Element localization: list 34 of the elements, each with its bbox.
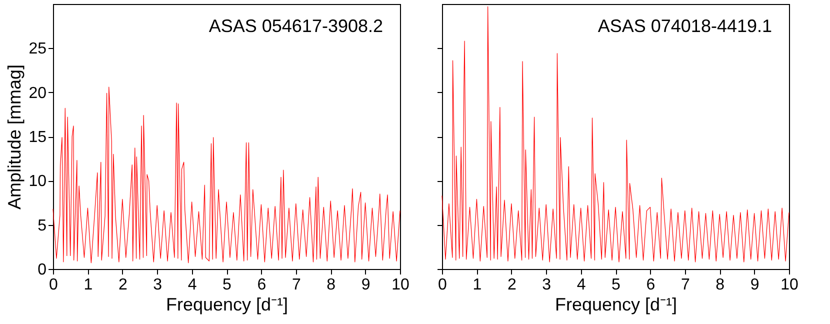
x-tick-label: 6 bbox=[257, 276, 266, 294]
annotation: ASAS 054617-3908.2 bbox=[208, 16, 383, 36]
x-tick-label: 6 bbox=[646, 276, 656, 294]
y-axis-title: Amplitude [mmag] bbox=[4, 64, 25, 210]
x-tick-label: 9 bbox=[361, 276, 370, 294]
x-tick-label: 3 bbox=[542, 276, 552, 294]
x-axis-title: Frequency [d⁻¹] bbox=[166, 294, 288, 314]
x-tick-label: 4 bbox=[188, 276, 197, 294]
x-tick-label: 7 bbox=[680, 276, 690, 294]
y-tick-label: 20 bbox=[28, 84, 47, 102]
y-tick-label: 15 bbox=[28, 129, 47, 146]
x-tick-label: 0 bbox=[49, 276, 58, 294]
x-tick-label: 7 bbox=[292, 276, 301, 294]
x-tick-label: 2 bbox=[507, 276, 516, 294]
x-tick-label: 8 bbox=[326, 276, 336, 294]
x-tick-label: 2 bbox=[118, 276, 128, 294]
x-tick-label: 1 bbox=[472, 276, 482, 294]
y-tick-label: 0 bbox=[38, 262, 47, 278]
x-tick-label: 5 bbox=[222, 276, 232, 294]
y-tick-label: 25 bbox=[28, 40, 47, 58]
y-tick-label: 10 bbox=[28, 173, 47, 190]
x-tick-label: 5 bbox=[612, 276, 621, 294]
y-tick-label: 5 bbox=[38, 217, 47, 234]
x-tick-label: 0 bbox=[438, 276, 448, 294]
line-series bbox=[52, 86, 400, 264]
x-axis-title: Frequency [d⁻¹] bbox=[554, 294, 678, 314]
x-tick-label: 8 bbox=[716, 276, 725, 294]
x-tick-label: 3 bbox=[153, 276, 162, 294]
x-tick-label: 1 bbox=[84, 276, 93, 294]
x-tick-label: 10 bbox=[392, 276, 410, 294]
x-tick-label: 10 bbox=[780, 276, 798, 294]
x-tick-label: 4 bbox=[576, 276, 586, 294]
annotation: ASAS 074018-4419.1 bbox=[598, 16, 772, 36]
x-tick-label: 9 bbox=[750, 276, 760, 294]
